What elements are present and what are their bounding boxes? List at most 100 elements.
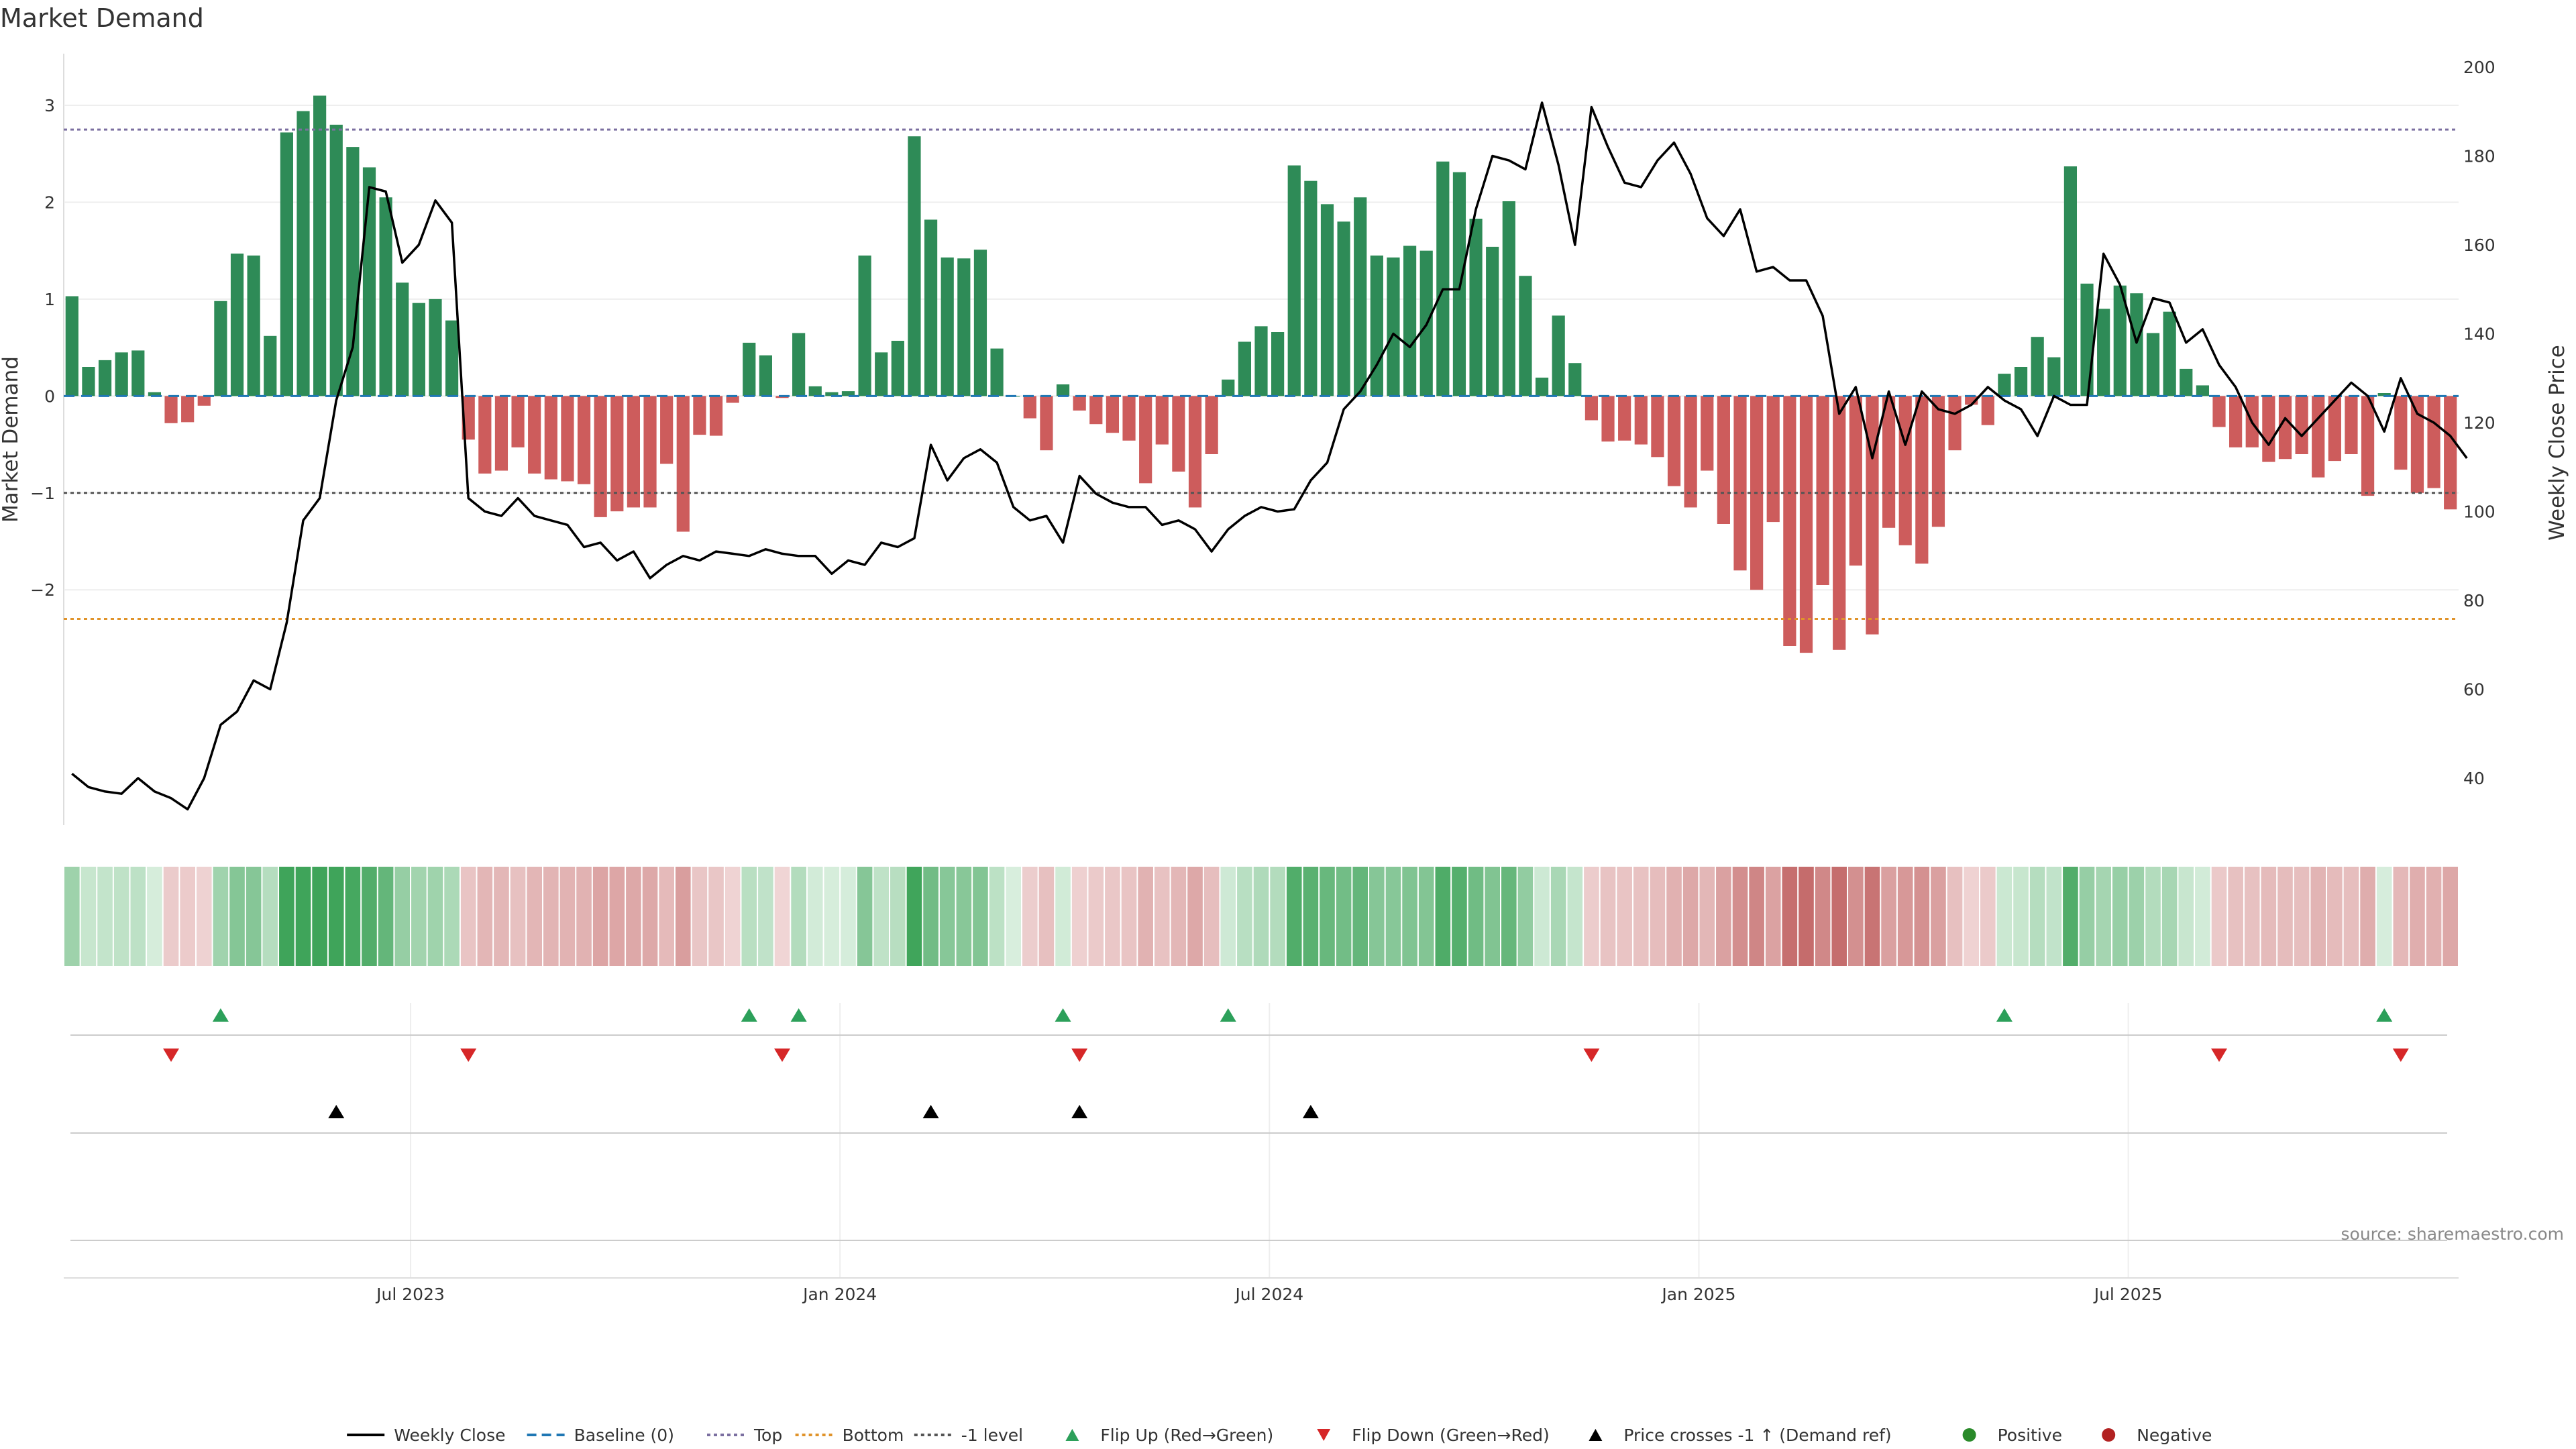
demand-bar-negative bbox=[2427, 396, 2440, 488]
demand-bar-positive bbox=[214, 301, 227, 396]
heat-strip-cell bbox=[2310, 867, 2326, 966]
demand-bar-negative bbox=[2295, 396, 2308, 454]
demand-bar-negative bbox=[1799, 396, 1813, 653]
flip-up-marker bbox=[2376, 1008, 2393, 1022]
heat-strip-cell bbox=[1666, 867, 1682, 966]
flip-down-marker bbox=[1071, 1049, 1088, 1062]
demand-bar-negative bbox=[627, 396, 641, 508]
heat-strip-cell bbox=[758, 867, 773, 966]
demand-bar-positive bbox=[759, 355, 772, 396]
heat-strip-cell bbox=[1732, 867, 1748, 966]
heat-strip-cell bbox=[1418, 867, 1434, 966]
legend: Weekly Close Baseline (0) Top Bottom -1 leve… bbox=[347, 1426, 2212, 1445]
demand-bar-negative bbox=[2278, 396, 2292, 460]
heat-strip-cell bbox=[939, 867, 955, 966]
heat-strip-cell bbox=[213, 867, 229, 966]
legend-label: Positive bbox=[1998, 1426, 2062, 1445]
heat-strip-cell bbox=[1633, 867, 1649, 966]
demand-bar-negative bbox=[1139, 396, 1152, 484]
heat-strip-cell bbox=[1121, 867, 1137, 966]
heat-strip-cell bbox=[1914, 867, 1930, 966]
demand-bar-positive bbox=[2014, 367, 2028, 396]
y-right-tick-label: 60 bbox=[2463, 680, 2485, 700]
demand-bar-positive bbox=[247, 255, 260, 396]
demand-bar-negative bbox=[1733, 396, 1747, 571]
demand-bar-negative bbox=[660, 396, 674, 464]
heat-strip-cell bbox=[312, 867, 327, 966]
legend-swatch bbox=[1589, 1429, 1603, 1441]
demand-bar-positive bbox=[891, 341, 904, 396]
legend-swatch bbox=[1065, 1429, 1079, 1441]
demand-bar-negative bbox=[1684, 396, 1697, 508]
heat-strip-cell bbox=[2327, 867, 2343, 966]
legend-swatch bbox=[1962, 1428, 1976, 1442]
flip-down-marker bbox=[1583, 1049, 1600, 1062]
y-right-tick-label: 140 bbox=[2463, 325, 2496, 344]
demand-bar-negative bbox=[1089, 396, 1103, 425]
demand-bar-negative bbox=[1040, 396, 1053, 451]
x-tick-label: Jul 2025 bbox=[2093, 1285, 2163, 1304]
chart-title: Market Demand bbox=[0, 3, 204, 33]
demand-bar-negative bbox=[197, 396, 211, 406]
heat-strip-cell bbox=[1617, 867, 1632, 966]
demand-bar-positive bbox=[1403, 246, 1417, 396]
heat-strip-cell bbox=[1831, 867, 1847, 966]
heat-strip-cell bbox=[642, 867, 658, 966]
heat-strip-cell bbox=[857, 867, 873, 966]
demand-bar-negative bbox=[2394, 396, 2408, 470]
demand-bar-positive bbox=[2180, 368, 2193, 396]
heat-strip-cell bbox=[543, 867, 559, 966]
heat-strip-cell bbox=[362, 867, 377, 966]
demand-bar-negative bbox=[2229, 396, 2243, 447]
heat-strip-cell bbox=[1517, 867, 1534, 966]
demand-bar-negative bbox=[2410, 396, 2424, 493]
demand-bar-positive bbox=[1304, 180, 1318, 396]
demand-bar-negative bbox=[1205, 396, 1218, 454]
demand-bar-negative bbox=[1023, 396, 1036, 419]
heat-strip-cell bbox=[1006, 867, 1021, 966]
demand-bar-negative bbox=[181, 396, 195, 423]
heat-strip-cell bbox=[163, 867, 179, 966]
demand-bar-negative bbox=[1073, 396, 1086, 411]
demand-bar-negative bbox=[1866, 396, 1879, 635]
heat-strip-cell bbox=[2195, 867, 2210, 966]
heat-strip-cell bbox=[1765, 867, 1781, 966]
heat-strip-cell bbox=[1352, 867, 1368, 966]
heat-strip-cell bbox=[807, 867, 823, 966]
demand-bar-negative bbox=[1915, 396, 1929, 564]
heat-strip-cell bbox=[592, 867, 608, 966]
heat-strip-cell bbox=[328, 867, 344, 966]
heat-strip-cell bbox=[2261, 867, 2277, 966]
marker-rows bbox=[70, 1003, 2447, 1278]
source-text: source: sharemaestro.com bbox=[2341, 1224, 2565, 1244]
demand-bar-negative bbox=[164, 396, 178, 423]
flip-down-marker bbox=[774, 1049, 790, 1062]
heat-strip-cell bbox=[2228, 867, 2243, 966]
demand-bar-positive bbox=[2130, 293, 2143, 396]
heat-strip-cell bbox=[1947, 867, 1963, 966]
heat-strip-cell bbox=[1897, 867, 1913, 966]
heat-strip-cell bbox=[1402, 867, 1417, 966]
demand-bar-positive bbox=[973, 250, 987, 396]
heat-strip-cell bbox=[2029, 867, 2045, 966]
heat-strip-cell bbox=[1303, 867, 1319, 966]
x-axis: Jul 2023 Jan 2024 Jul 2024 Jan 2025 Jul 2025 bbox=[64, 1277, 2459, 1304]
heat-strip-cell bbox=[1550, 867, 1566, 966]
demand-bar-positive bbox=[297, 111, 310, 396]
demand-bar-negative bbox=[709, 396, 723, 436]
heat-strip-cell bbox=[973, 867, 988, 966]
legend-label: Flip Down (Green→Red) bbox=[1352, 1426, 1550, 1445]
heat-strip-cell bbox=[2393, 867, 2409, 966]
demand-bar-negative bbox=[1618, 396, 1631, 441]
x-tick-label: Jul 2023 bbox=[375, 1285, 445, 1304]
heat-strip-cell bbox=[345, 867, 361, 966]
y-right-tick-label: 120 bbox=[2463, 413, 2496, 433]
flip-up-marker bbox=[1055, 1008, 1071, 1022]
demand-bar-positive bbox=[313, 95, 327, 396]
heat-strip-cell bbox=[279, 867, 294, 966]
heat-strip-cell bbox=[1071, 867, 1087, 966]
heat-strip-cell bbox=[1452, 867, 1467, 966]
heat-strip-cell bbox=[1154, 867, 1170, 966]
y-right-tick-label: 180 bbox=[2463, 147, 2496, 166]
demand-bar-positive bbox=[1387, 257, 1400, 396]
